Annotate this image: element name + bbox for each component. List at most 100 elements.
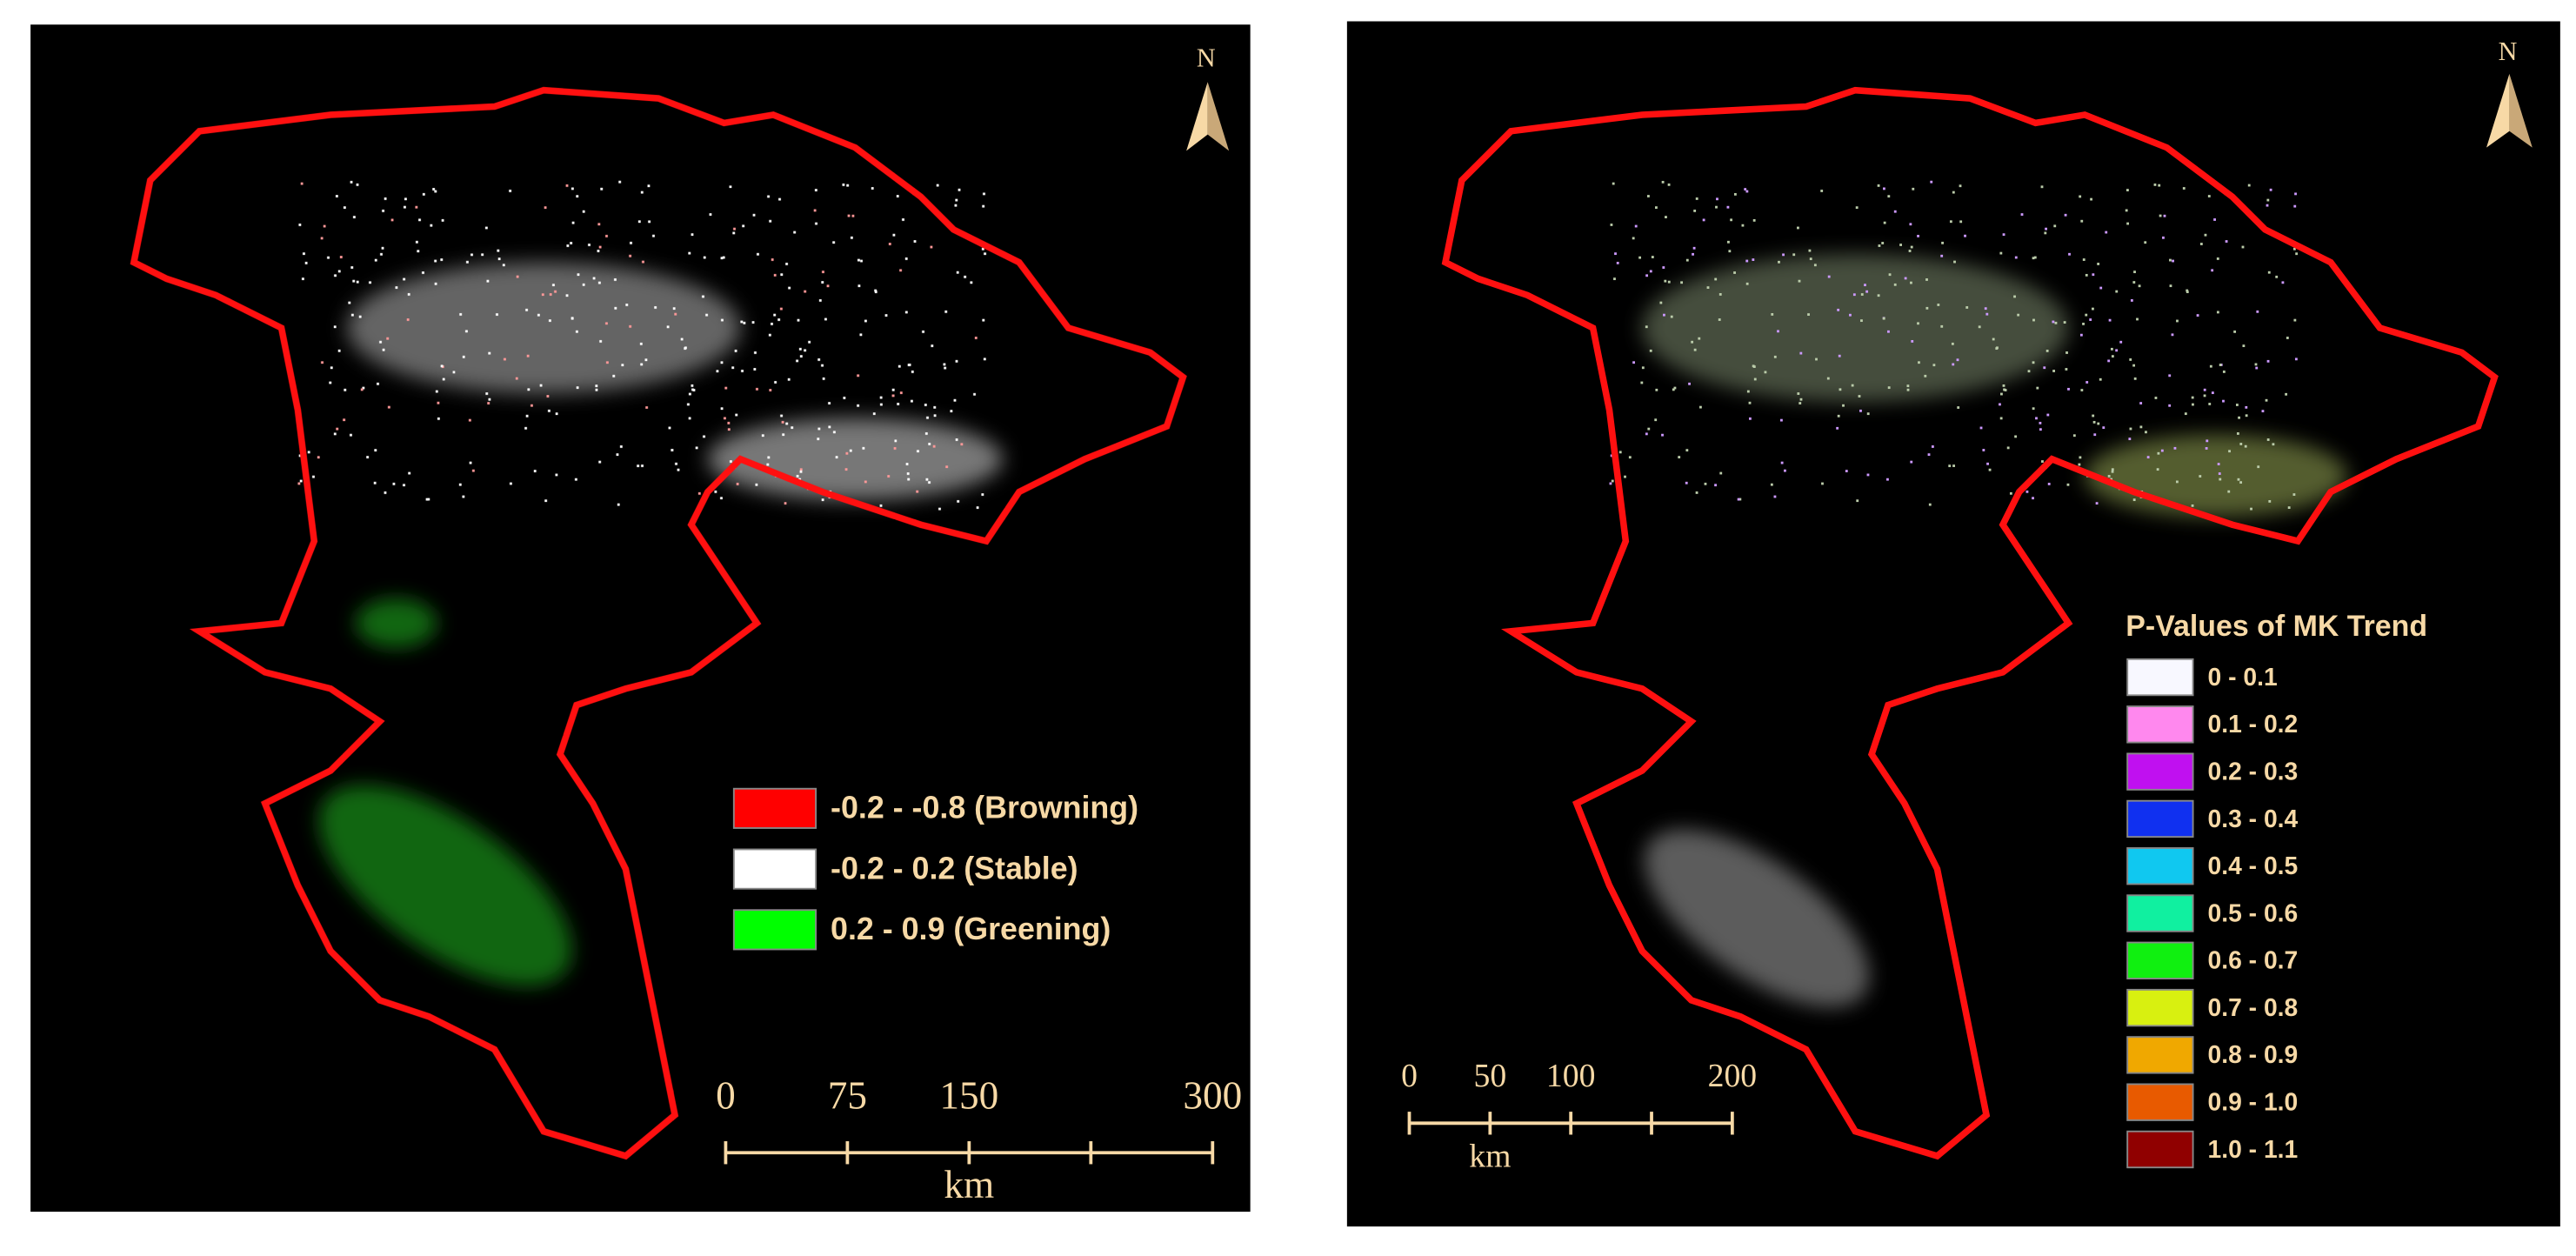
speck (2132, 498, 2136, 502)
speck (575, 330, 578, 333)
speck (1792, 253, 1796, 257)
speck (2043, 366, 2046, 370)
speck (430, 224, 433, 227)
speck (2045, 349, 2049, 352)
speck (720, 497, 723, 500)
speck (686, 403, 690, 406)
speck (307, 451, 310, 454)
speck (299, 479, 303, 483)
speck (1741, 224, 1745, 227)
speck (1886, 478, 1889, 481)
speck (860, 259, 863, 263)
speck (582, 210, 585, 213)
speck (380, 252, 383, 256)
speck (1718, 293, 1722, 296)
speck (1655, 206, 1658, 210)
speck (2199, 475, 2202, 478)
speck (485, 392, 489, 395)
speck (695, 446, 698, 450)
speck (1733, 192, 1737, 196)
speck (2206, 439, 2209, 443)
speck (862, 446, 865, 450)
speck (2158, 184, 2161, 187)
speck (1820, 190, 1824, 192)
legend-swatch (2126, 1036, 2194, 1074)
speck (539, 384, 543, 387)
speck (723, 417, 726, 420)
speck (544, 206, 547, 210)
speck (879, 504, 883, 507)
speck (1752, 218, 1756, 222)
map-panel (1346, 21, 2560, 1227)
speck (2286, 337, 2289, 339)
speck (2168, 374, 2172, 377)
speck (753, 368, 757, 371)
speck (691, 233, 694, 237)
speck (617, 503, 620, 506)
speck (422, 271, 424, 274)
speck (954, 204, 958, 207)
speck (2085, 273, 2088, 277)
speck (958, 188, 961, 191)
speck (1773, 355, 1777, 358)
speck (2053, 224, 2057, 228)
speck (1738, 498, 1742, 501)
speck (787, 377, 791, 381)
speck (2182, 187, 2186, 190)
speck (955, 359, 958, 363)
speck (427, 498, 430, 501)
speck (637, 464, 640, 468)
speck (1999, 417, 2003, 420)
speck (1753, 377, 1757, 381)
speck (2250, 507, 2252, 511)
speck (407, 293, 410, 296)
speck (2241, 245, 2245, 249)
speck (2237, 478, 2240, 481)
speck (1893, 210, 1897, 213)
speck (720, 407, 724, 411)
speck (1695, 491, 1698, 494)
speck (2159, 214, 2162, 217)
speck (2111, 355, 2114, 358)
speck (408, 471, 411, 475)
speck (2130, 299, 2133, 302)
speck (973, 392, 976, 396)
speck (1859, 409, 1862, 412)
speck (2199, 243, 2203, 245)
speck (2132, 364, 2136, 367)
speck (582, 283, 585, 286)
speck (1632, 361, 1635, 364)
speck (1984, 307, 1987, 311)
speck (2064, 213, 2067, 217)
speck (688, 417, 691, 420)
speck (1691, 340, 1694, 344)
speck (488, 351, 491, 355)
speck (879, 396, 883, 399)
speck (1651, 256, 1654, 258)
speck (645, 406, 649, 409)
speck (1882, 317, 1885, 320)
speck (680, 337, 684, 341)
speck (403, 277, 406, 281)
speck (616, 453, 619, 457)
speck (1665, 216, 1667, 218)
speck (1838, 354, 1841, 357)
speck (1931, 445, 1934, 448)
speck (595, 384, 598, 388)
speck (509, 190, 512, 192)
speck (2213, 218, 2216, 221)
scale-unit: km (1469, 1138, 1511, 1174)
speck (2066, 483, 2070, 486)
speck (902, 218, 904, 221)
speck (926, 416, 929, 419)
speck (1949, 220, 1952, 224)
speck (846, 184, 850, 187)
speck (1881, 242, 1885, 244)
speck (2040, 185, 2044, 189)
speck (1716, 197, 1718, 201)
speck (2099, 286, 2103, 290)
speck (537, 313, 540, 317)
speck (497, 257, 501, 261)
speck (1688, 382, 1691, 385)
speck (2162, 236, 2165, 239)
